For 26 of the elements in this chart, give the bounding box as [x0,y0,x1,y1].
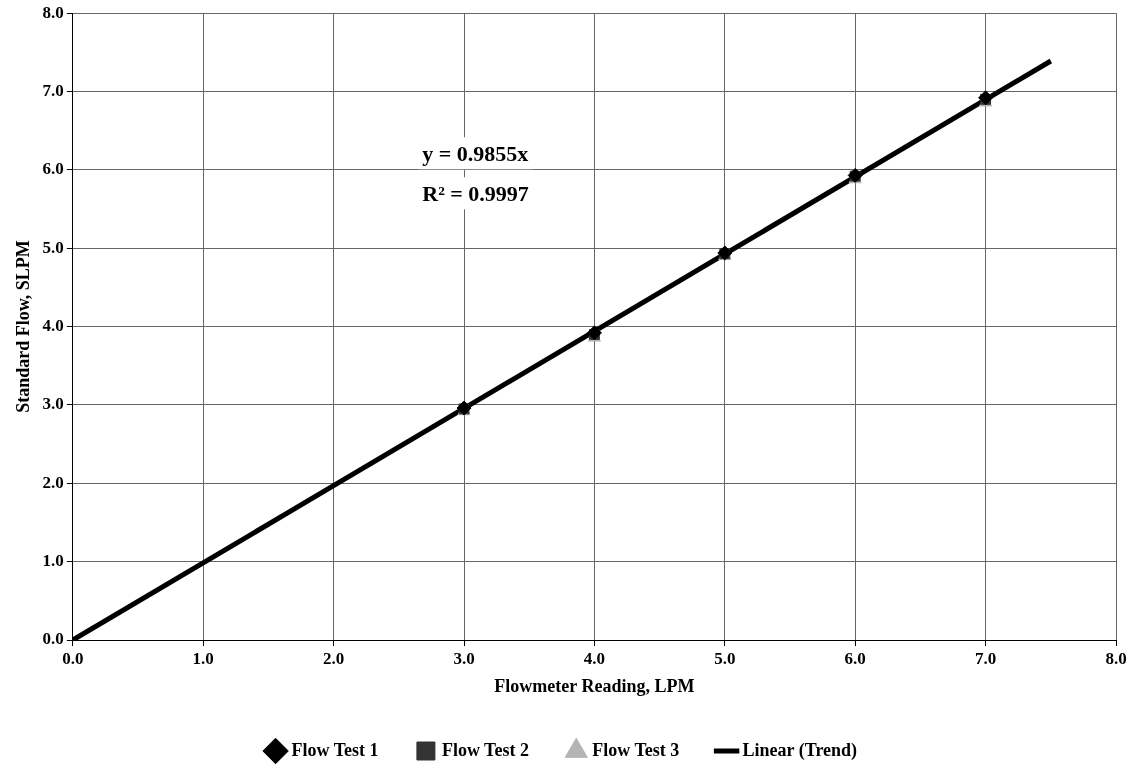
legend-label: Flow Test 3 [592,739,680,760]
x-tick-label: 8.0 [1105,648,1127,668]
annotation: R² = 0.9997 [422,181,529,207]
x-axis-title: Flowmeter Reading, LPM [494,675,695,696]
y-tick-label: 2.0 [42,472,64,492]
y-tick-label: 4.0 [42,315,64,335]
annotation: y = 0.9855x [422,141,529,167]
x-tick-label: 3.0 [453,648,475,668]
x-tick-label: 6.0 [844,648,866,668]
y-axis-title: Standard Flow, SLPM [13,240,34,413]
y-tick-label: 0.0 [42,629,64,649]
x-tick-label: 0.0 [62,648,84,668]
x-tick-label: 1.0 [192,648,214,668]
x-tick-label: 4.0 [583,648,606,668]
x-tick-label: 5.0 [714,648,736,668]
x-tick-label: 7.0 [974,648,997,668]
y-tick-label: 8.0 [42,2,64,22]
x-tick-label: 2.0 [323,648,345,668]
legend-label: Flow Test 2 [441,739,529,760]
legend-label: Flow Test 1 [291,739,379,760]
legend-label: Linear (Trend) [742,739,858,761]
y-tick-label: 1.0 [42,551,64,571]
y-tick-label: 5.0 [42,237,64,257]
y-tick-label: 3.0 [42,394,64,414]
y-tick-label: 7.0 [42,80,64,100]
y-tick-label: 6.0 [42,159,64,179]
